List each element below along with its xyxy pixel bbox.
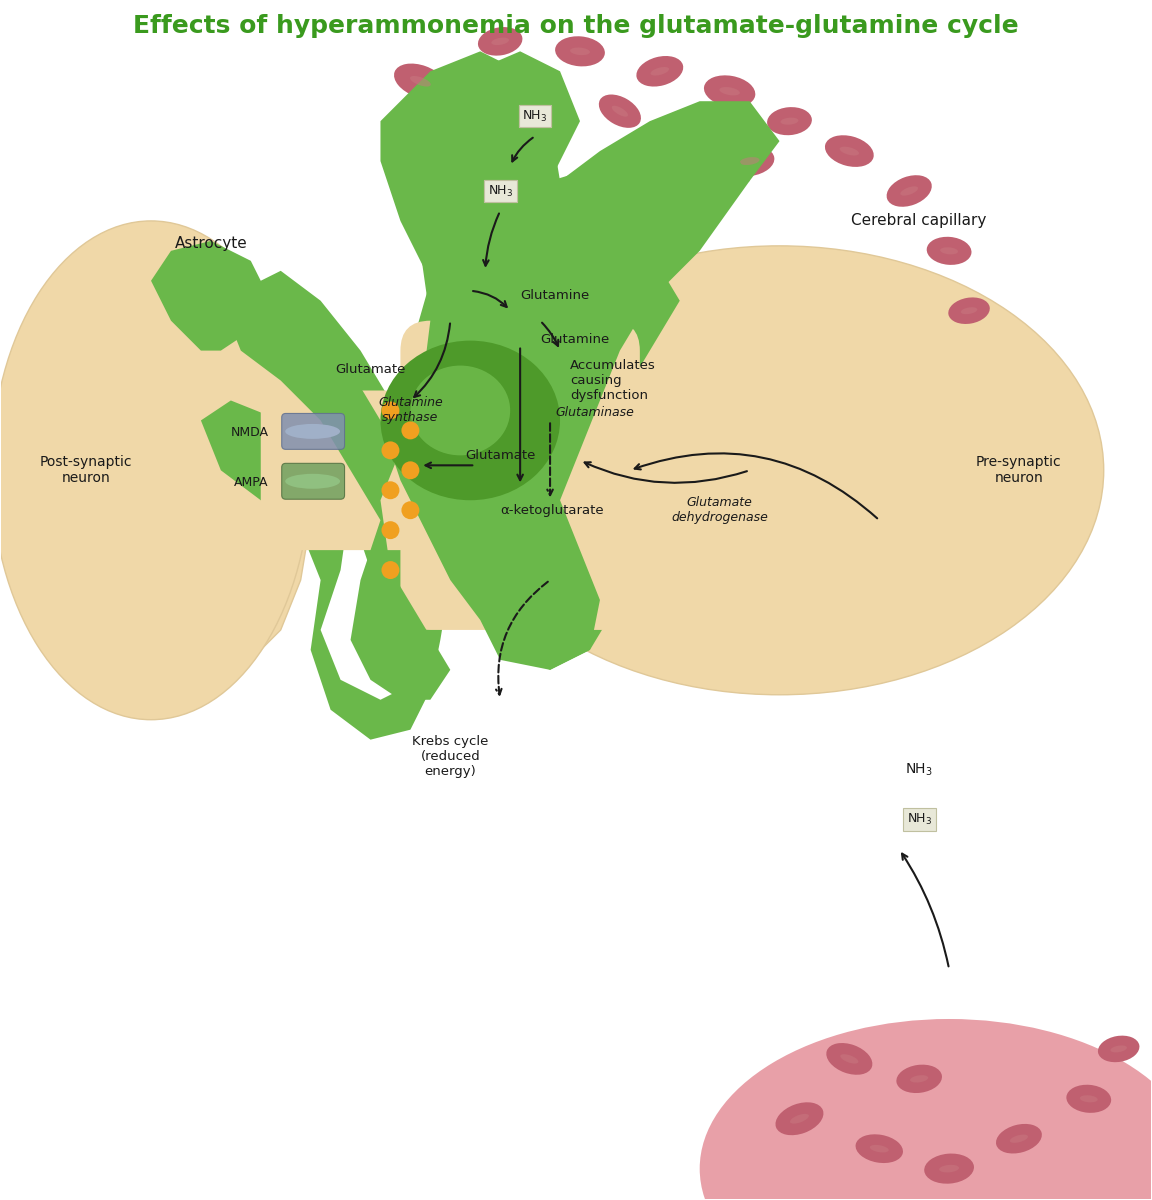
Ellipse shape bbox=[471, 126, 490, 137]
FancyBboxPatch shape bbox=[282, 414, 344, 449]
FancyBboxPatch shape bbox=[401, 320, 639, 630]
Ellipse shape bbox=[491, 37, 509, 46]
Text: NH$_3$: NH$_3$ bbox=[523, 109, 547, 124]
FancyBboxPatch shape bbox=[260, 390, 461, 550]
Ellipse shape bbox=[699, 1019, 1152, 1200]
Ellipse shape bbox=[612, 106, 628, 116]
Ellipse shape bbox=[704, 76, 756, 107]
Text: Glutamate: Glutamate bbox=[465, 449, 536, 462]
Polygon shape bbox=[22, 260, 311, 690]
Ellipse shape bbox=[1010, 1134, 1028, 1142]
Text: α-ketoglutarate: α-ketoglutarate bbox=[500, 504, 604, 517]
Ellipse shape bbox=[896, 1064, 942, 1093]
Ellipse shape bbox=[401, 421, 419, 439]
Ellipse shape bbox=[381, 402, 400, 420]
Ellipse shape bbox=[781, 118, 798, 125]
Ellipse shape bbox=[910, 1075, 929, 1082]
Ellipse shape bbox=[570, 48, 590, 55]
Ellipse shape bbox=[394, 64, 447, 98]
Text: Glutaminase: Glutaminase bbox=[555, 406, 634, 419]
Ellipse shape bbox=[856, 1134, 903, 1163]
Ellipse shape bbox=[286, 474, 340, 488]
Text: Glutamine: Glutamine bbox=[540, 332, 609, 346]
Ellipse shape bbox=[651, 67, 669, 76]
Ellipse shape bbox=[948, 298, 990, 324]
Ellipse shape bbox=[455, 246, 1104, 695]
Ellipse shape bbox=[0, 221, 311, 720]
Ellipse shape bbox=[870, 1145, 888, 1152]
Ellipse shape bbox=[410, 76, 431, 86]
Text: Cerebral capillary: Cerebral capillary bbox=[851, 214, 987, 228]
Text: Pre-synaptic
neuron: Pre-synaptic neuron bbox=[976, 455, 1062, 486]
Ellipse shape bbox=[636, 56, 683, 86]
Text: NH$_3$: NH$_3$ bbox=[487, 184, 513, 198]
Polygon shape bbox=[560, 101, 780, 251]
Ellipse shape bbox=[790, 1114, 809, 1123]
Ellipse shape bbox=[401, 502, 419, 520]
Ellipse shape bbox=[740, 157, 759, 166]
Ellipse shape bbox=[431, 311, 609, 630]
Ellipse shape bbox=[555, 36, 605, 66]
Text: Accumulates
causing
dysfunction: Accumulates causing dysfunction bbox=[570, 359, 655, 402]
Polygon shape bbox=[151, 241, 271, 350]
Ellipse shape bbox=[826, 1043, 872, 1075]
Polygon shape bbox=[200, 52, 680, 739]
Ellipse shape bbox=[924, 1153, 973, 1183]
Text: Post-synaptic
neuron: Post-synaptic neuron bbox=[40, 455, 132, 486]
Ellipse shape bbox=[381, 521, 400, 539]
Text: NH$_3$: NH$_3$ bbox=[487, 184, 513, 198]
Text: NH$_3$: NH$_3$ bbox=[907, 812, 932, 827]
Ellipse shape bbox=[381, 562, 400, 580]
Text: Astrocyte: Astrocyte bbox=[174, 236, 248, 251]
Ellipse shape bbox=[380, 341, 560, 500]
Ellipse shape bbox=[381, 442, 400, 460]
Ellipse shape bbox=[840, 146, 859, 156]
FancyBboxPatch shape bbox=[560, 390, 750, 550]
Text: Glutamine: Glutamine bbox=[521, 289, 590, 302]
Ellipse shape bbox=[599, 95, 641, 128]
Ellipse shape bbox=[825, 136, 873, 167]
Ellipse shape bbox=[401, 461, 419, 479]
Ellipse shape bbox=[725, 146, 774, 176]
Ellipse shape bbox=[1079, 1096, 1098, 1103]
Text: Effects of hyperammonemia on the glutamate-glutamine cycle: Effects of hyperammonemia on the glutama… bbox=[134, 14, 1018, 38]
FancyBboxPatch shape bbox=[282, 463, 344, 499]
Ellipse shape bbox=[961, 307, 977, 314]
Text: Glutamate
dehydrogenase: Glutamate dehydrogenase bbox=[672, 497, 768, 524]
Ellipse shape bbox=[1098, 1036, 1139, 1062]
Text: AMPA: AMPA bbox=[234, 475, 268, 488]
Polygon shape bbox=[221, 52, 750, 700]
Text: Glutamine
synthase: Glutamine synthase bbox=[378, 396, 442, 425]
Ellipse shape bbox=[719, 88, 740, 96]
Text: NMDA: NMDA bbox=[230, 426, 268, 439]
Text: Glutamate: Glutamate bbox=[335, 362, 406, 376]
Ellipse shape bbox=[901, 186, 918, 196]
Text: Krebs cycle
(reduced
energy): Krebs cycle (reduced energy) bbox=[412, 734, 488, 778]
Ellipse shape bbox=[767, 107, 812, 136]
Ellipse shape bbox=[381, 481, 400, 499]
Text: NH$_3$: NH$_3$ bbox=[523, 109, 547, 124]
Ellipse shape bbox=[775, 1103, 824, 1135]
Ellipse shape bbox=[410, 366, 510, 455]
Ellipse shape bbox=[996, 1124, 1041, 1153]
Ellipse shape bbox=[1067, 1085, 1112, 1112]
Ellipse shape bbox=[887, 175, 932, 206]
Text: NH$_3$: NH$_3$ bbox=[905, 761, 933, 778]
Ellipse shape bbox=[286, 424, 340, 439]
Ellipse shape bbox=[939, 1165, 960, 1172]
Ellipse shape bbox=[940, 247, 958, 254]
Ellipse shape bbox=[840, 1054, 858, 1063]
Ellipse shape bbox=[457, 114, 502, 148]
Ellipse shape bbox=[478, 28, 522, 55]
Ellipse shape bbox=[1111, 1045, 1127, 1052]
Ellipse shape bbox=[926, 236, 971, 265]
